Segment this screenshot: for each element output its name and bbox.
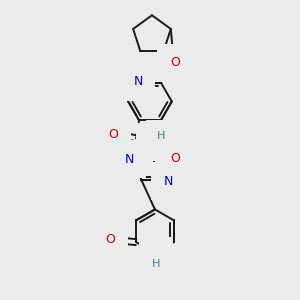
Text: H: H <box>157 131 165 141</box>
Text: N: N <box>148 136 158 148</box>
Text: O: O <box>170 56 180 69</box>
Text: N: N <box>134 75 143 88</box>
Text: N: N <box>151 250 160 262</box>
Text: H: H <box>152 259 160 269</box>
Text: O: O <box>108 128 118 141</box>
Text: O: O <box>105 233 115 246</box>
Text: O: O <box>170 152 180 165</box>
Text: N: N <box>164 175 173 188</box>
Text: N: N <box>124 153 134 166</box>
